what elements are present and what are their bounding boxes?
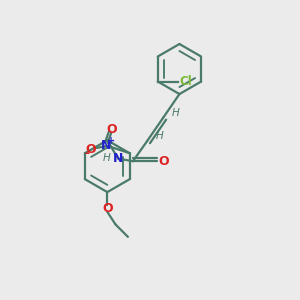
- Text: O: O: [106, 123, 116, 136]
- Text: -: -: [85, 147, 90, 160]
- Text: O: O: [159, 155, 170, 168]
- Text: O: O: [102, 202, 112, 215]
- Text: O: O: [86, 143, 97, 156]
- Text: +: +: [107, 136, 115, 146]
- Text: H: H: [172, 108, 179, 118]
- Text: Cl: Cl: [179, 75, 192, 88]
- Text: N: N: [113, 152, 123, 165]
- Text: H: H: [103, 153, 110, 163]
- Text: H: H: [155, 131, 163, 141]
- Text: N: N: [101, 139, 112, 152]
